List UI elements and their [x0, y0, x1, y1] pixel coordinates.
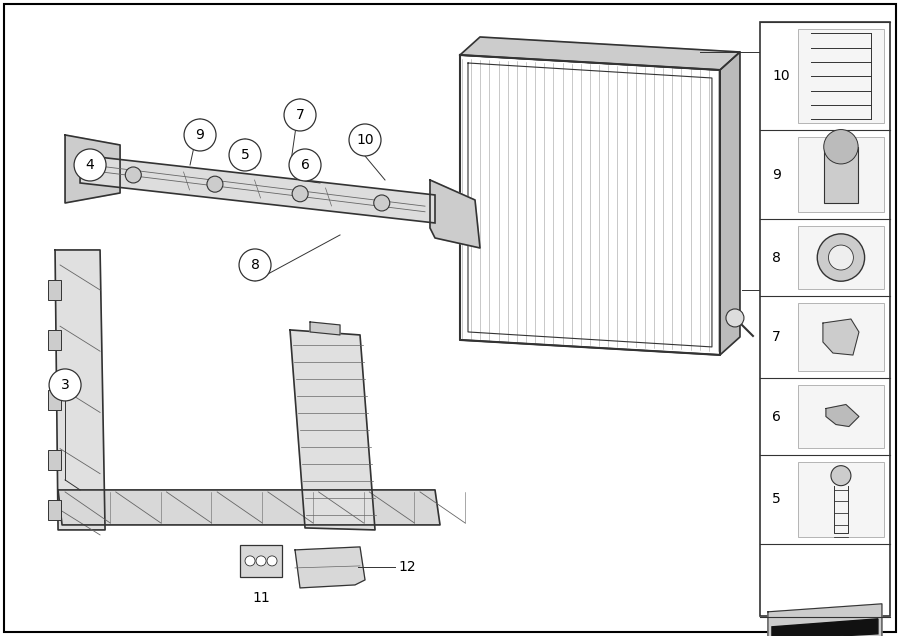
Text: 9: 9	[772, 168, 781, 182]
Circle shape	[289, 149, 321, 181]
Circle shape	[256, 556, 266, 566]
Text: 4: 4	[86, 158, 94, 172]
Circle shape	[831, 466, 850, 486]
Text: 3: 3	[60, 378, 69, 392]
Circle shape	[284, 99, 316, 131]
Polygon shape	[290, 330, 375, 530]
Polygon shape	[295, 547, 365, 588]
Text: 6: 6	[301, 158, 310, 172]
Bar	[798, 303, 884, 371]
Polygon shape	[460, 37, 740, 70]
Bar	[760, 22, 890, 616]
Circle shape	[245, 556, 255, 566]
Bar	[798, 462, 884, 537]
Text: 7: 7	[295, 108, 304, 122]
Circle shape	[292, 186, 308, 202]
Text: 6: 6	[772, 410, 781, 424]
Polygon shape	[826, 404, 859, 427]
Text: 12: 12	[398, 560, 416, 574]
Polygon shape	[460, 55, 720, 355]
Bar	[48, 390, 61, 410]
Bar	[798, 137, 884, 212]
Text: 9: 9	[195, 128, 204, 142]
Bar	[798, 226, 884, 289]
Circle shape	[267, 556, 277, 566]
Circle shape	[207, 176, 223, 192]
Circle shape	[184, 119, 216, 151]
Text: 00142483: 00142483	[798, 625, 851, 635]
Text: 10: 10	[356, 133, 374, 147]
Bar	[48, 450, 61, 470]
Polygon shape	[80, 155, 435, 223]
Circle shape	[726, 309, 744, 327]
Polygon shape	[430, 180, 480, 248]
Circle shape	[239, 249, 271, 281]
Circle shape	[50, 369, 81, 401]
Polygon shape	[768, 604, 882, 636]
Text: 5: 5	[772, 492, 780, 506]
Bar	[48, 280, 61, 300]
Bar	[240, 545, 282, 577]
Polygon shape	[772, 619, 877, 636]
Text: 2: 2	[805, 283, 814, 297]
Text: 8: 8	[250, 258, 259, 272]
Bar	[48, 500, 61, 520]
Polygon shape	[58, 490, 440, 525]
Circle shape	[829, 245, 853, 270]
Text: 7: 7	[772, 330, 780, 344]
Polygon shape	[65, 135, 120, 203]
Circle shape	[349, 124, 381, 156]
Text: 11: 11	[252, 591, 270, 605]
Circle shape	[374, 195, 390, 211]
Bar	[798, 29, 884, 123]
Text: 10: 10	[772, 69, 789, 83]
Text: 8: 8	[772, 251, 781, 265]
Polygon shape	[720, 52, 740, 355]
Bar	[48, 330, 61, 350]
Circle shape	[824, 130, 858, 164]
Polygon shape	[823, 319, 859, 355]
Text: 5: 5	[240, 148, 249, 162]
Circle shape	[74, 149, 106, 181]
Text: 1: 1	[805, 48, 814, 62]
Circle shape	[229, 139, 261, 171]
Polygon shape	[310, 322, 340, 335]
Circle shape	[125, 167, 141, 183]
Bar	[798, 385, 884, 448]
Polygon shape	[55, 250, 105, 530]
Bar	[824, 147, 858, 203]
Circle shape	[817, 234, 865, 281]
